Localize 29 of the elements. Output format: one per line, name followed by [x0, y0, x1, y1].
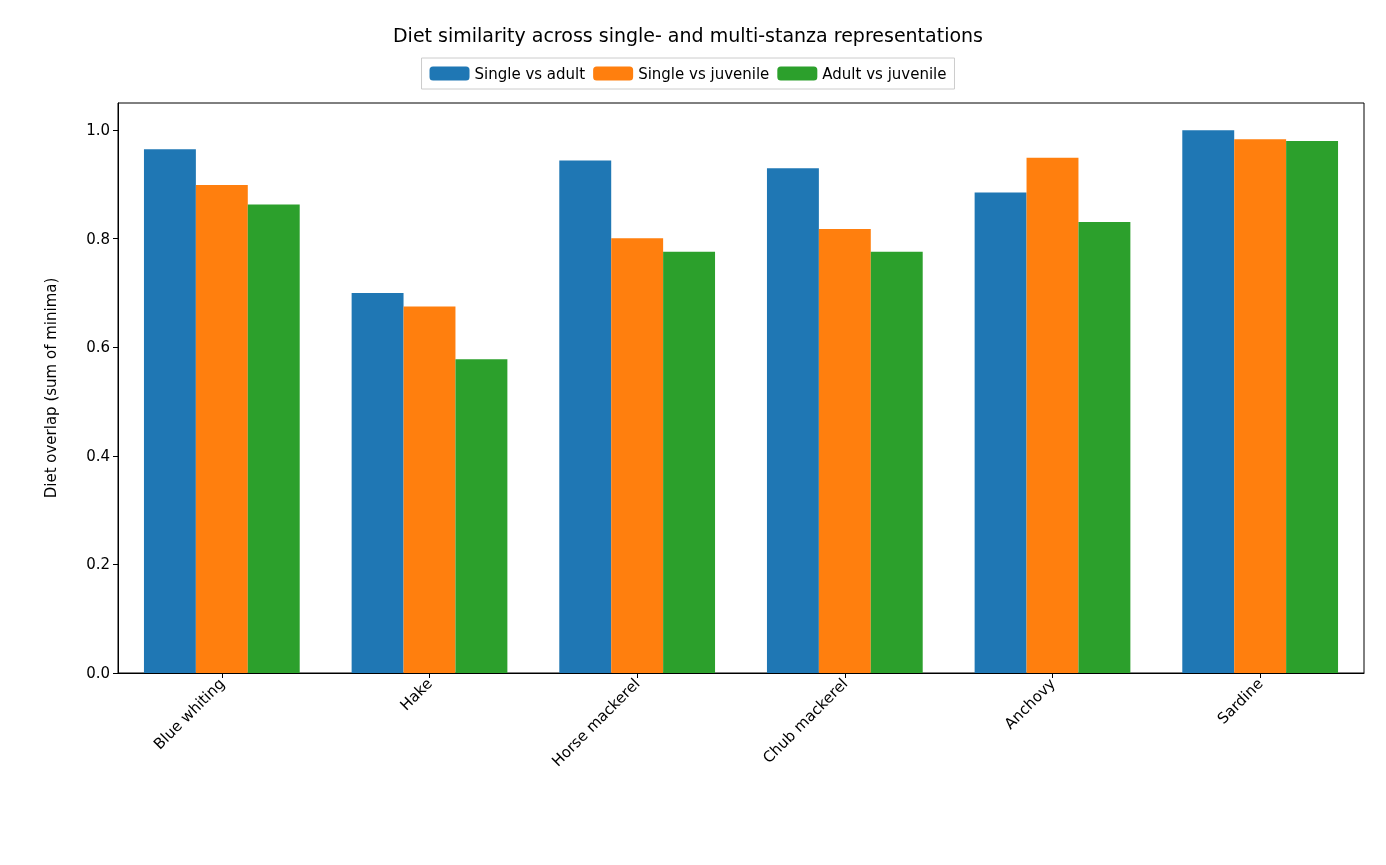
bar: [1026, 157, 1079, 673]
bar: [247, 204, 300, 673]
chart-title: Diet similarity across single- and multi-stanza representations: [392, 23, 984, 46]
bar: [766, 168, 819, 673]
y-tick-label: 0.4: [86, 446, 110, 465]
bar: [559, 160, 612, 673]
y-tick-label: 0.6: [86, 338, 110, 357]
bar: [143, 149, 196, 673]
bar: [1286, 141, 1339, 673]
bar: [663, 251, 716, 673]
bar: [455, 359, 508, 673]
legend-label: Single vs juvenile: [638, 64, 770, 83]
bar: [403, 306, 456, 673]
bar: [1182, 130, 1235, 673]
bar: [195, 184, 248, 673]
bar: [870, 251, 923, 673]
bar: [1234, 139, 1287, 673]
y-tick-label: 0.2: [86, 555, 110, 574]
legend-label: Adult vs juvenile: [822, 64, 947, 83]
bar: [1078, 221, 1131, 673]
y-axis-title: Diet overlap (sum of minima): [41, 277, 60, 499]
legend-label: Single vs adult: [474, 64, 586, 83]
bar: [351, 293, 404, 673]
bar: [974, 192, 1027, 673]
y-tick-label: 1.0: [86, 121, 110, 140]
y-tick-label: 0.8: [86, 229, 110, 248]
bar: [818, 228, 871, 673]
bar: [611, 238, 664, 673]
y-tick-label: 0.0: [86, 664, 110, 682]
